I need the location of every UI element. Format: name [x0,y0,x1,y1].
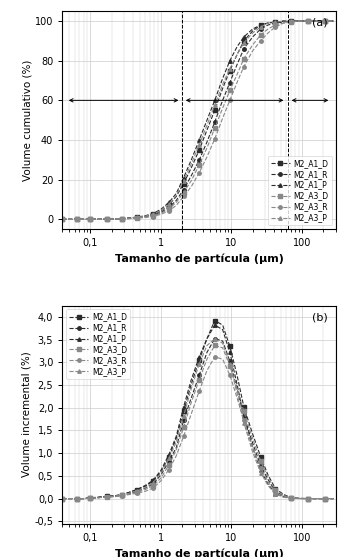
Text: (a): (a) [312,18,327,28]
Text: (b): (b) [312,312,327,322]
Y-axis label: Volume incremental (%): Volume incremental (%) [21,351,31,477]
Legend: M2_A1_D, M2_A1_R, M2_A1_P, M2_A3_D, M2_A3_R, M2_A3_P: M2_A1_D, M2_A1_R, M2_A1_P, M2_A3_D, M2_A… [66,309,130,379]
X-axis label: Tamanho de partícula (μm): Tamanho de partícula (μm) [115,548,283,557]
Y-axis label: Volume cumulativo (%): Volume cumulativo (%) [22,60,32,181]
Legend: M2_A1_D, M2_A1_R, M2_A1_P, M2_A3_D, M2_A3_R, M2_A3_P: M2_A1_D, M2_A1_R, M2_A1_P, M2_A3_D, M2_A… [268,156,332,226]
X-axis label: Tamanho de partícula (μm): Tamanho de partícula (μm) [115,254,283,264]
